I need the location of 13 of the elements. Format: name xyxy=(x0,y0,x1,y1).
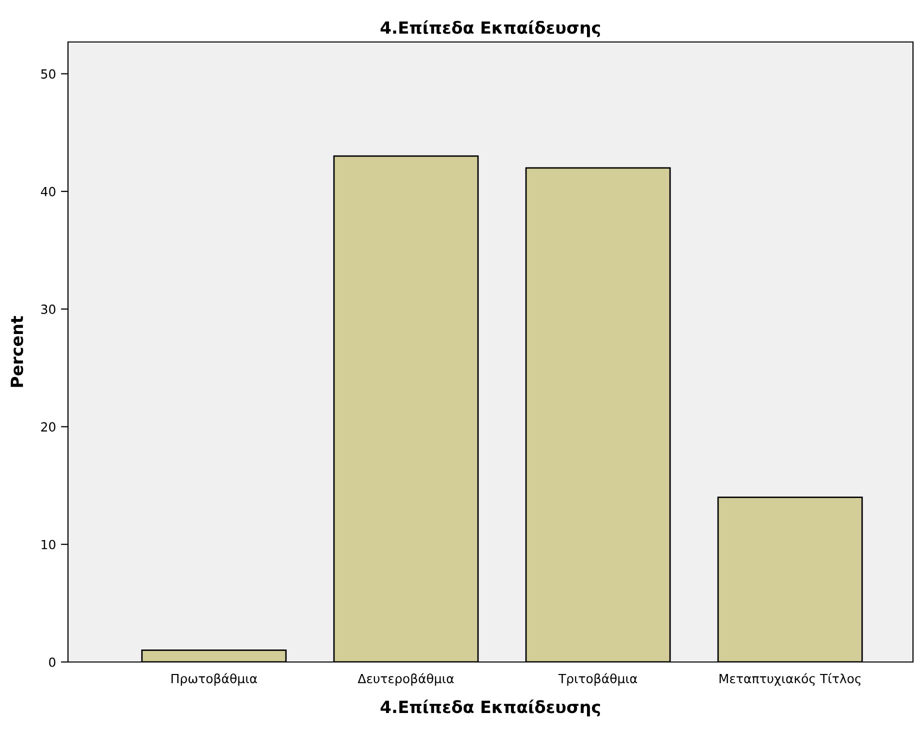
y-tick-label: 20 xyxy=(41,422,56,432)
y-tick-label: 10 xyxy=(42,540,56,550)
chart-title: 4.Επίπεδα Εκπαίδευσης xyxy=(380,20,600,38)
y-tick-label: 40 xyxy=(40,186,56,196)
x-tick-label: Μεταπτυχιακός Τίτλος xyxy=(720,673,861,686)
x-axis-title: 4.Επίπεδα Εκπαίδευσης xyxy=(380,700,600,716)
x-tick-label: Δευτεροβάθμια xyxy=(358,673,454,686)
y-axis-title: Percent xyxy=(10,316,24,387)
y-tick-label: 50 xyxy=(41,69,56,79)
y-tick-label: 0 xyxy=(49,657,56,667)
y-tick-label: 30 xyxy=(41,304,56,314)
x-tick-label: Πρωτοβάθμια xyxy=(172,673,257,686)
x-tick-label: Τριτοβάθμια xyxy=(558,673,638,686)
